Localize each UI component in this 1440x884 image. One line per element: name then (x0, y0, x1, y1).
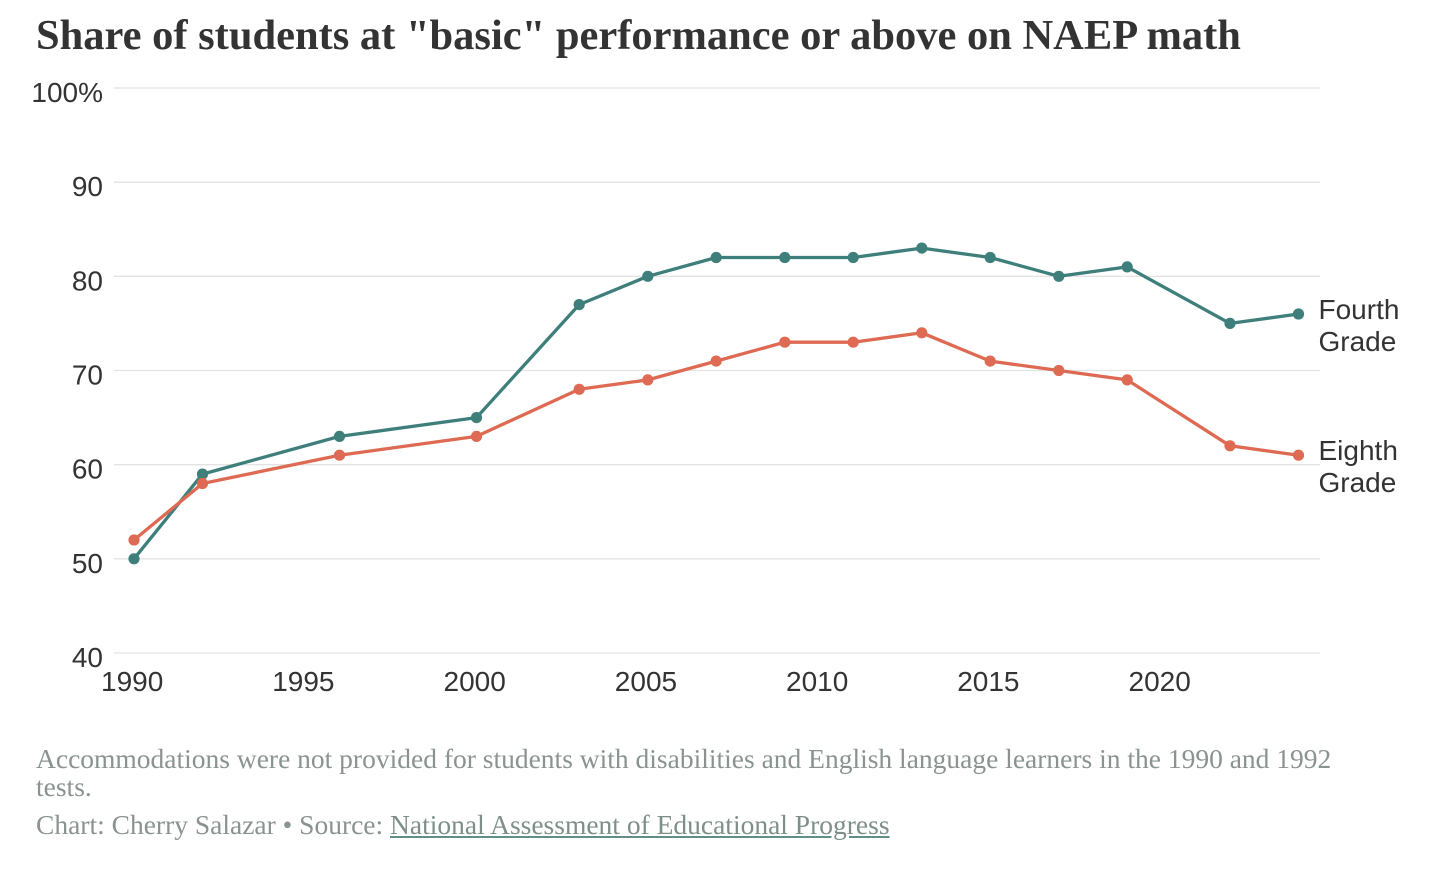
svg-text:40: 40 (72, 642, 103, 673)
svg-text:70: 70 (72, 360, 103, 391)
svg-text:Grade: Grade (1319, 326, 1397, 357)
svg-text:100%: 100% (31, 77, 103, 108)
svg-text:2020: 2020 (1129, 666, 1191, 697)
svg-text:1995: 1995 (272, 666, 334, 697)
svg-text:2000: 2000 (444, 666, 506, 697)
svg-text:2005: 2005 (615, 666, 677, 697)
svg-text:2015: 2015 (957, 666, 1019, 697)
svg-text:Fourth: Fourth (1319, 294, 1400, 325)
svg-text:50: 50 (72, 548, 103, 579)
svg-text:1990: 1990 (101, 666, 163, 697)
svg-text:2010: 2010 (786, 666, 848, 697)
svg-text:Grade: Grade (1319, 467, 1397, 498)
svg-text:60: 60 (72, 454, 103, 485)
svg-text:90: 90 (72, 171, 103, 202)
svg-text:Eighth: Eighth (1319, 435, 1398, 466)
svg-text:80: 80 (72, 265, 103, 296)
